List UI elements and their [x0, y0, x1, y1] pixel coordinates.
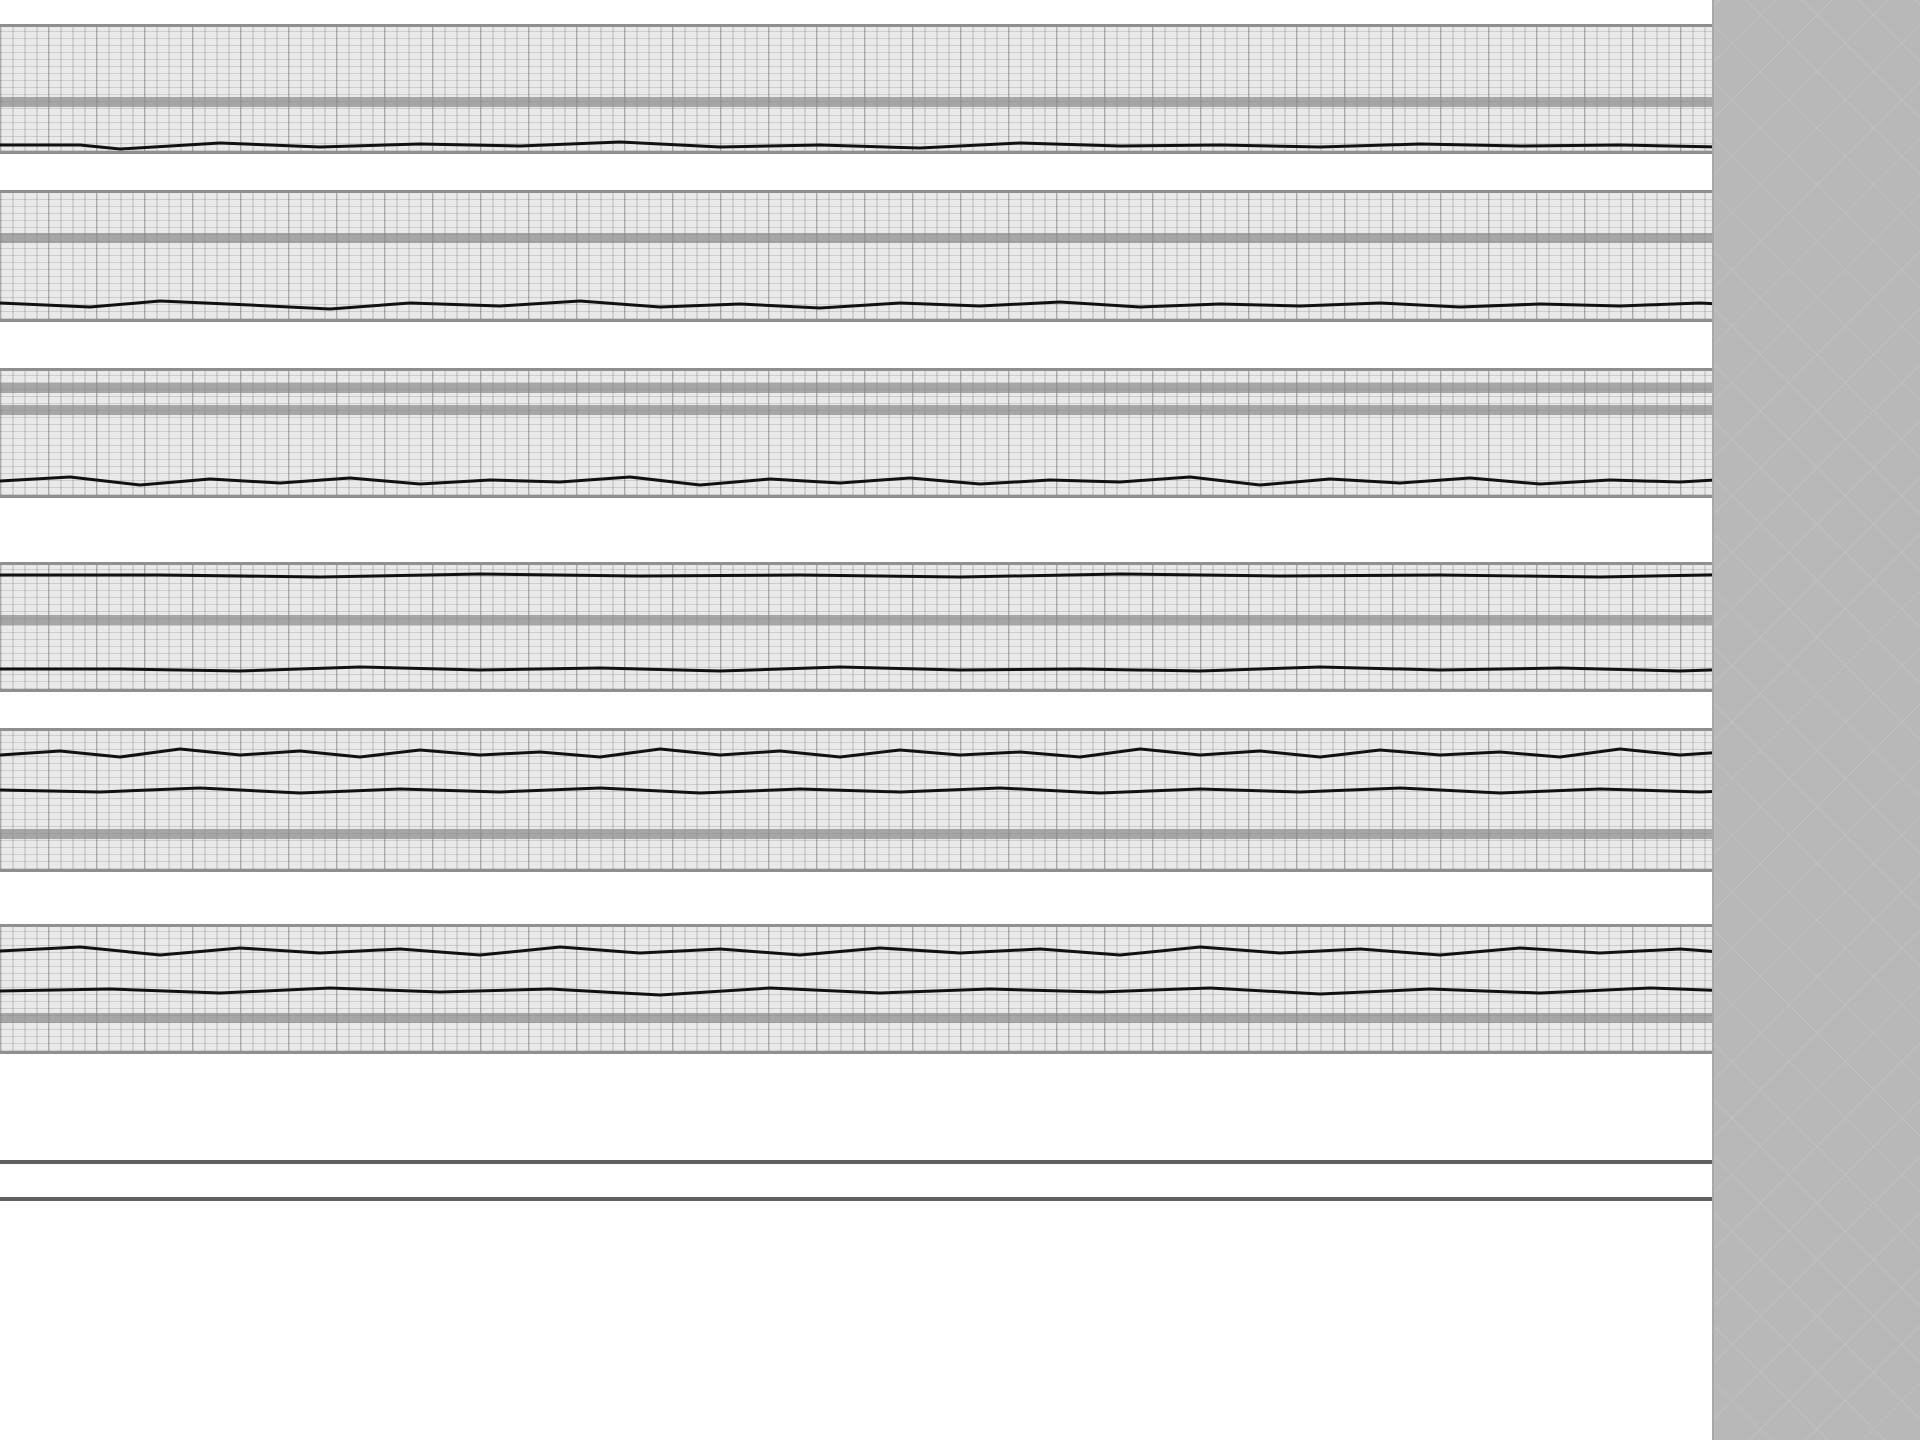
strip-trace: [0, 140, 1920, 151]
strip-trace: [0, 945, 1920, 957]
signal-strip: [0, 190, 1920, 322]
signal-strip: [0, 924, 1920, 1054]
strip-trace: [0, 665, 1920, 673]
strip-trace: [0, 747, 1920, 759]
strip-trace: [0, 475, 1920, 487]
strip-trace: [0, 786, 1920, 795]
strip-band: [0, 615, 1920, 625]
strip-band: [0, 1013, 1920, 1023]
strip-trace: [0, 986, 1920, 997]
bottom-line-group: [0, 1152, 1920, 1212]
strip-band: [0, 233, 1920, 243]
strip-band: [0, 383, 1920, 393]
signal-strip: [0, 24, 1920, 154]
bottom-line: [0, 1160, 1920, 1164]
strip-band: [0, 829, 1920, 839]
diamond-pattern-side-panel: [1712, 0, 1920, 1440]
bottom-line: [0, 1197, 1920, 1201]
strip-band: [0, 405, 1920, 415]
strip-trace: [0, 299, 1920, 311]
signal-strip: [0, 562, 1920, 692]
signal-strip: [0, 728, 1920, 872]
strip-trace: [0, 572, 1920, 579]
strip-band: [0, 97, 1920, 107]
signal-strip: [0, 368, 1920, 498]
